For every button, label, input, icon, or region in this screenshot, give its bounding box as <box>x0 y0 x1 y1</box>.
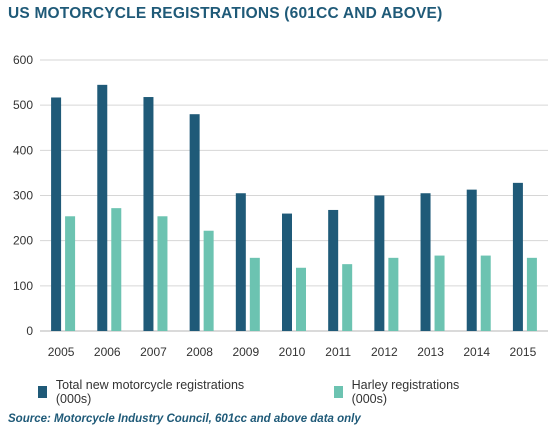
bar-total <box>420 193 431 331</box>
y-tick-label: 500 <box>13 98 33 112</box>
bar-total <box>51 97 62 331</box>
bar-harley <box>526 257 537 331</box>
bar-harley <box>111 208 122 331</box>
bar-total <box>374 195 385 331</box>
bar-harley <box>296 267 306 331</box>
bar-harley <box>203 230 214 331</box>
bar-harley <box>434 255 445 331</box>
bar-harley <box>342 264 353 331</box>
y-tick-label: 200 <box>13 234 33 248</box>
source-note: Source: Motorcycle Industry Council, 601… <box>8 413 361 425</box>
x-tick-label: 2008 <box>186 345 213 359</box>
x-tick-label: 2010 <box>279 345 306 359</box>
legend: Total new motorcycle registrations (000s… <box>38 378 550 406</box>
bar-total <box>189 114 200 331</box>
x-tick-label: 2012 <box>371 345 398 359</box>
x-tick-label: 2006 <box>94 345 121 359</box>
legend-label-total: Total new motorcycle registrations (000s… <box>55 378 245 406</box>
bar-chart: 0 100 200 300 400 500 600 2005 2006 2007 2008 2009 2… <box>13 53 548 359</box>
bar-total <box>97 84 108 331</box>
legend-swatch-harley <box>333 386 343 398</box>
bar-total <box>512 182 523 331</box>
x-tick-label: 2014 <box>463 345 490 359</box>
bar-total <box>235 193 246 331</box>
y-tick-label: 400 <box>13 143 33 157</box>
bar-harley <box>249 257 260 331</box>
bar-harley <box>388 257 399 331</box>
bar-harley <box>65 216 76 331</box>
y-tick-label: 600 <box>13 53 33 67</box>
bar-total <box>143 97 154 331</box>
legend-item-harley: Harley registrations (000s) <box>333 378 496 406</box>
legend-item-total: Total new motorcycle registrations (000s… <box>38 378 280 406</box>
y-tick-label: 100 <box>13 279 33 293</box>
legend-label-harley: Harley registrations (000s) <box>351 378 460 406</box>
bar-total <box>466 189 477 331</box>
chart-title: US MOTORCYCLE REGISTRATIONS (601CC AND A… <box>8 5 443 22</box>
bar-harley <box>480 255 491 331</box>
y-tick-label: 0 <box>26 324 33 338</box>
x-tick-label: 2007 <box>140 345 167 359</box>
x-tick-label: 2015 <box>510 345 537 359</box>
x-tick-label: 2005 <box>48 345 75 359</box>
x-tick-label: 2011 <box>325 345 351 359</box>
x-tick-label: 2009 <box>232 345 259 359</box>
y-tick-label: 300 <box>13 189 33 203</box>
x-tick-label: 2013 <box>417 345 444 359</box>
bar-harley <box>157 216 168 331</box>
bar-total <box>328 209 339 331</box>
bar-total <box>282 213 292 331</box>
legend-swatch-total <box>38 386 47 398</box>
